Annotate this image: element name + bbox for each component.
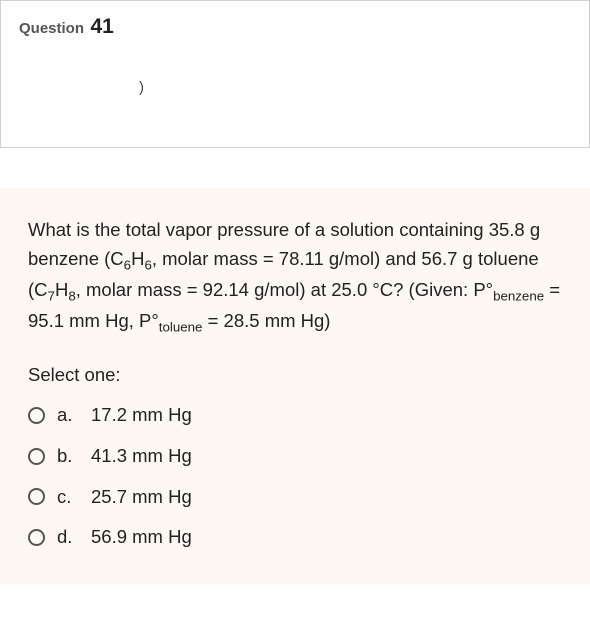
option-d[interactable]: d. 56.9 mm Hg: [28, 521, 568, 554]
radio-icon[interactable]: [28, 488, 45, 505]
radio-icon[interactable]: [28, 407, 45, 424]
radio-icon[interactable]: [28, 448, 45, 465]
subscript: 6: [124, 257, 131, 272]
subscript: 7: [48, 289, 55, 304]
stem-part: H: [55, 279, 68, 300]
option-text: 41.3 mm Hg: [91, 442, 192, 471]
stem-part: H: [131, 248, 144, 269]
option-text: 17.2 mm Hg: [91, 401, 192, 430]
stem-part: , molar mass = 92.14 g/mol) at 25.0 °C? …: [76, 279, 493, 300]
radio-icon[interactable]: [28, 529, 45, 546]
subscript: 8: [68, 289, 75, 304]
stem-part: = 28.5 mm Hg): [202, 310, 330, 331]
question-label: Question 41: [19, 20, 114, 37]
option-c[interactable]: c. 25.7 mm Hg: [28, 481, 568, 514]
stray-char: ): [139, 79, 144, 96]
question-body: What is the total vapor pressure of a so…: [0, 188, 590, 584]
subscript: toluene: [159, 320, 203, 335]
option-letter: c.: [57, 483, 79, 512]
option-letter: d.: [57, 523, 79, 552]
options-list: a. 17.2 mm Hg b. 41.3 mm Hg c. 25.7 mm H…: [28, 399, 568, 554]
option-text: 56.9 mm Hg: [91, 523, 192, 552]
question-header: Question 41 ): [0, 0, 590, 148]
subscript: 6: [144, 257, 151, 272]
question-label-text: Question: [19, 20, 84, 37]
question-stem: What is the total vapor pressure of a so…: [28, 216, 568, 339]
option-letter: b.: [57, 442, 79, 471]
select-one-label: Select one:: [28, 361, 568, 390]
question-number: 41: [90, 15, 113, 38]
option-text: 25.7 mm Hg: [91, 483, 192, 512]
option-b[interactable]: b. 41.3 mm Hg: [28, 440, 568, 473]
option-a[interactable]: a. 17.2 mm Hg: [28, 399, 568, 432]
subscript: benzene: [493, 289, 544, 304]
option-letter: a.: [57, 401, 79, 430]
